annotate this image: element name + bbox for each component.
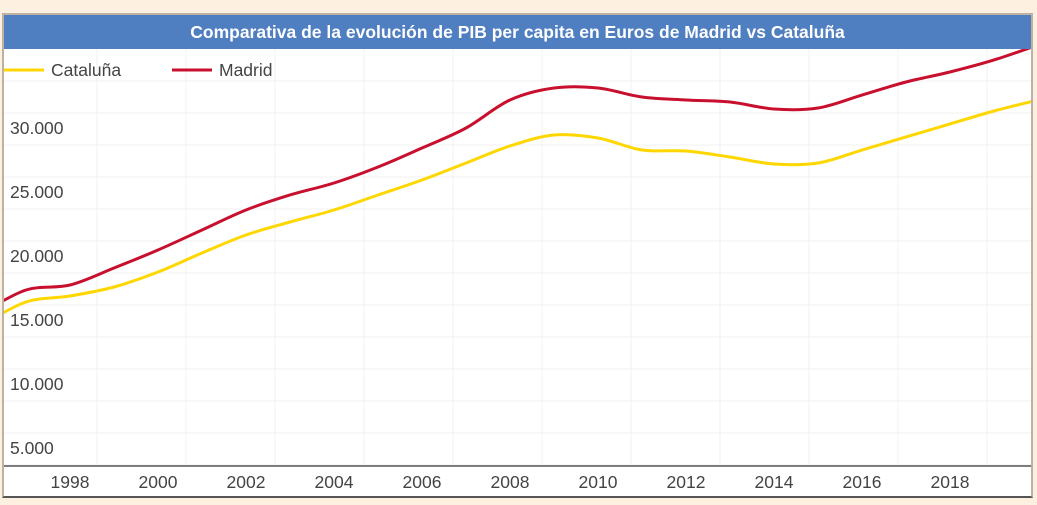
x-tick-label: 2016	[843, 472, 882, 492]
line-chart: 5.000 10.000 15.000 20.000 25.000 30.000 1998 2…	[4, 49, 1031, 492]
series-line-madrid	[4, 49, 1031, 303]
x-tick-label: 2018	[931, 472, 970, 492]
chart-container: Comparativa de la evolución de PIB per c…	[2, 13, 1033, 498]
series-line-cataluña	[4, 100, 1031, 315]
x-tick-label: 2002	[227, 472, 266, 492]
x-tick-label: 2006	[403, 472, 442, 492]
legend-label: Cataluña	[51, 60, 121, 80]
x-tick-label: 1998	[51, 472, 90, 492]
x-tick-label: 2000	[139, 472, 178, 492]
chart-title: Comparativa de la evolución de PIB per c…	[4, 15, 1031, 49]
x-tick-label: 2014	[755, 472, 794, 492]
y-tick-label: 25.000	[10, 182, 64, 202]
legend-label: Madrid	[219, 60, 273, 80]
y-tick-label: 15.000	[10, 310, 64, 330]
y-tick-label: 30.000	[10, 118, 64, 138]
x-tick-label: 2008	[491, 472, 530, 492]
x-tick-label: 2010	[579, 472, 618, 492]
x-tick-label: 2004	[315, 472, 354, 492]
y-tick-label: 20.000	[10, 246, 64, 266]
y-tick-label: 10.000	[10, 374, 64, 394]
x-tick-label: 2012	[667, 472, 706, 492]
y-tick-label: 5.000	[10, 438, 54, 458]
